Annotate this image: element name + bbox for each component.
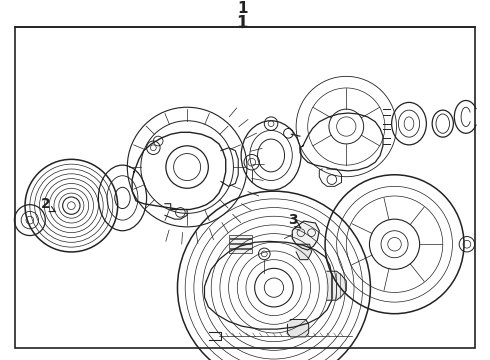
Bar [229, 249, 252, 253]
Text: 1: 1 [237, 1, 247, 15]
Text: 2: 2 [40, 197, 50, 211]
Bar [229, 244, 252, 248]
Text: 3: 3 [289, 213, 298, 227]
Polygon shape [292, 221, 319, 250]
Bar [229, 235, 252, 238]
Polygon shape [288, 319, 309, 337]
Bar [229, 239, 252, 243]
Text: 1: 1 [236, 14, 248, 32]
Polygon shape [327, 271, 346, 300]
Polygon shape [296, 244, 312, 260]
